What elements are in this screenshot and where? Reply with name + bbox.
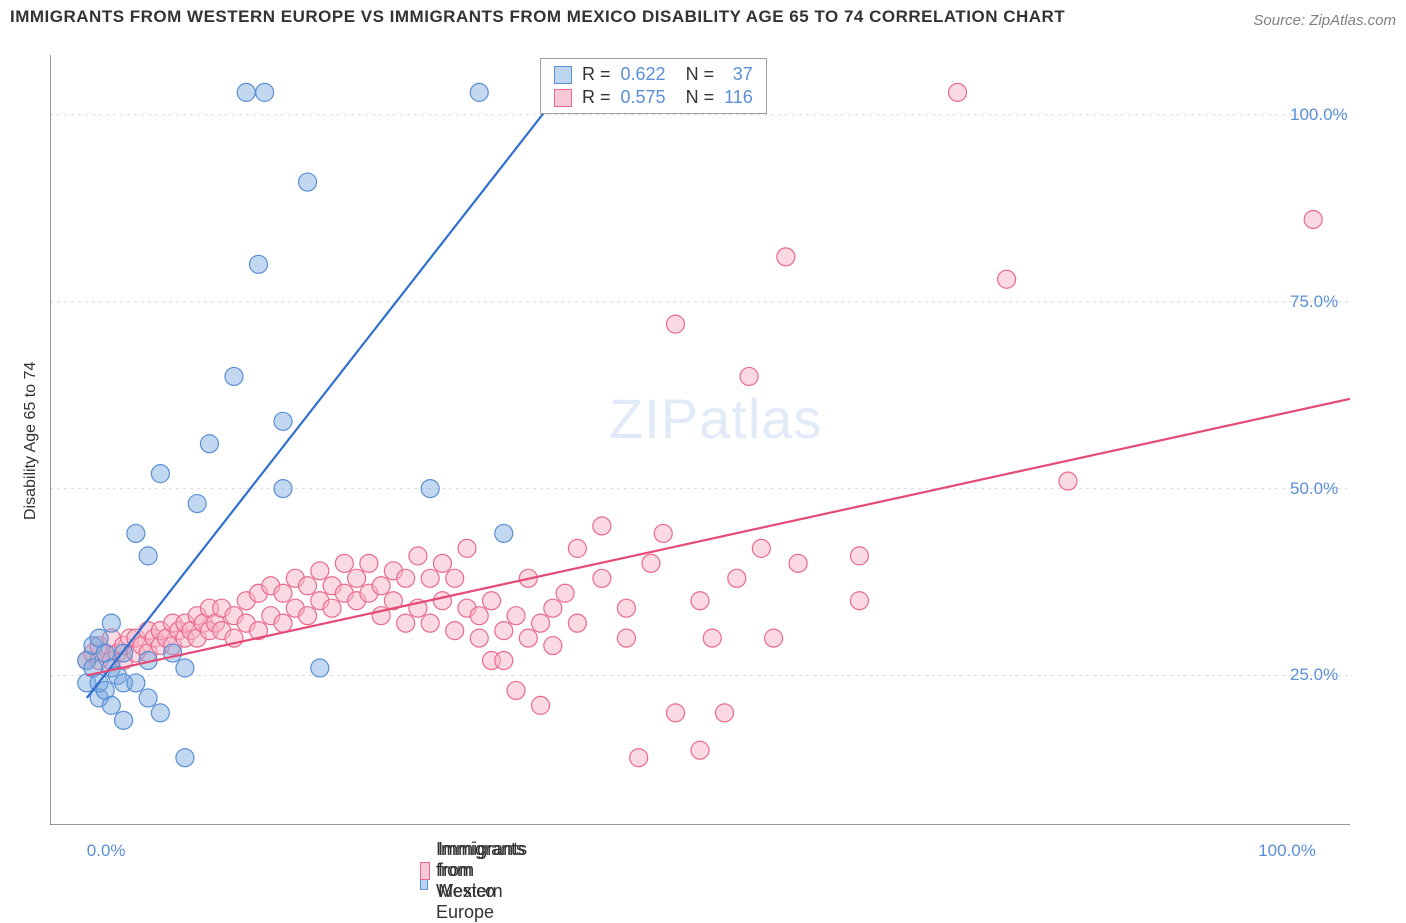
legend-panel: R =0.622 N =37R =0.575 N =116 [540, 58, 767, 114]
x-tick-label: 100.0% [1258, 841, 1316, 861]
legend-swatch [554, 89, 572, 107]
legend-label: Immigrants from Mexico [438, 839, 535, 902]
legend-n-value: 37 [719, 63, 758, 86]
x-tick-label: 0.0% [87, 841, 126, 861]
y-axis-label: Disability Age 65 to 74 [22, 362, 40, 520]
source-link[interactable]: ZipAtlas.com [1309, 12, 1396, 29]
scatter-plot [50, 55, 1350, 825]
source-attribution: Source: ZipAtlas.com [1253, 12, 1396, 29]
y-tick-label: 50.0% [1290, 479, 1338, 499]
legend-n-label: N = [671, 63, 720, 86]
chart-title: IMMIGRANTS FROM WESTERN EUROPE VS IMMIGR… [10, 7, 1065, 27]
legend-r-value: 0.622 [616, 63, 671, 86]
legend-r-label: R = [577, 86, 616, 109]
legend-n-value: 116 [719, 86, 758, 109]
y-tick-label: 75.0% [1290, 292, 1338, 312]
legend-row: R =0.575 N =116 [549, 86, 758, 109]
legend-item: Immigrants from Mexico [420, 839, 535, 902]
y-tick-label: 100.0% [1290, 105, 1348, 125]
legend-swatch [420, 862, 430, 880]
legend-swatch [554, 66, 572, 84]
legend-n-label: N = [671, 86, 720, 109]
legend-row: R =0.622 N =37 [549, 63, 758, 86]
source-prefix: Source: [1253, 12, 1309, 29]
legend-r-value: 0.575 [616, 86, 671, 109]
y-tick-label: 25.0% [1290, 665, 1338, 685]
legend-r-label: R = [577, 63, 616, 86]
chart-container: { "title": "IMMIGRANTS FROM WESTERN EURO… [0, 0, 1406, 892]
legend-table: R =0.622 N =37R =0.575 N =116 [549, 63, 758, 109]
